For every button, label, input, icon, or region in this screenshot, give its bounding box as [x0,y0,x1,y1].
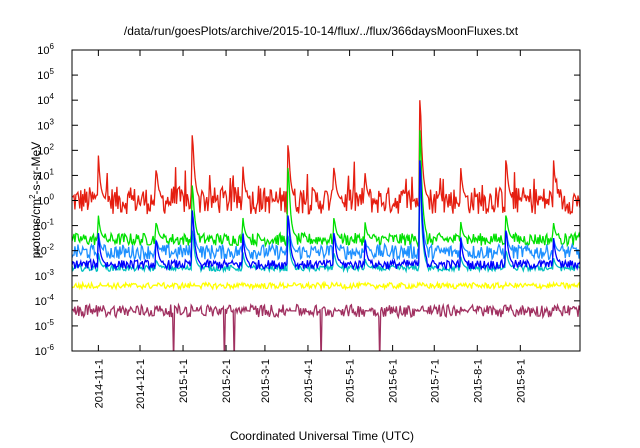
x-axis-label: Coordinated Universal Time (UTC) [230,429,414,443]
y-tick-label: 100 [37,193,54,208]
series-line-2 [72,130,580,248]
y-axis-label: protons/cm2-s-sr-MeV [28,142,43,258]
y-tick-label: 10-2 [35,243,55,258]
y-axis: 10-6 10-5 10-4 10-3 10-2 10-1 100 101 102 103 104 1… [35,42,580,358]
series-line-5 [72,160,580,272]
y-tick-label: 103 [37,117,54,132]
chart-title: /data/run/goesPlots/archive/2015-10-14/f… [124,24,519,38]
x-tick-label: 2015-7-1 [429,359,441,403]
x-tick-label: 2014-12-1 [135,359,147,409]
x-tick-label: 2015-1-1 [178,359,190,403]
y-tick-label: 10-1 [35,218,55,233]
y-tick-label: 104 [37,92,54,107]
series-line-7 [72,302,580,351]
y-tick-label: 10-5 [35,318,55,333]
y-tick-label: 10-6 [35,343,55,358]
x-tick-label: 2015-6-1 [388,359,400,403]
y-tick-label: 106 [37,42,54,57]
x-tick-label: 2015-8-1 [472,359,484,403]
y-tick-label: 10-3 [35,268,55,283]
x-tick-label: 2014-11-1 [93,359,105,408]
x-tick-label: 2015-3-1 [260,359,272,403]
series-line-6 [72,280,580,291]
y-tick-label: 105 [37,67,54,82]
x-axis: 2014-11-1 2014-12-1 2015-1-1 2015-2-1 2015-3… [93,50,527,409]
x-tick-label: 2015-2-1 [221,359,233,403]
x-tick-label: 2015-5-1 [345,359,357,403]
x-tick-label: 2015-9-1 [515,359,527,403]
series-layer [72,100,580,351]
y-tick-label: 101 [37,167,54,182]
series-line-1 [72,100,580,215]
x-tick-label: 2015-4-1 [303,359,315,403]
y-tick-label: 102 [37,142,54,157]
y-tick-label: 10-4 [35,293,55,308]
